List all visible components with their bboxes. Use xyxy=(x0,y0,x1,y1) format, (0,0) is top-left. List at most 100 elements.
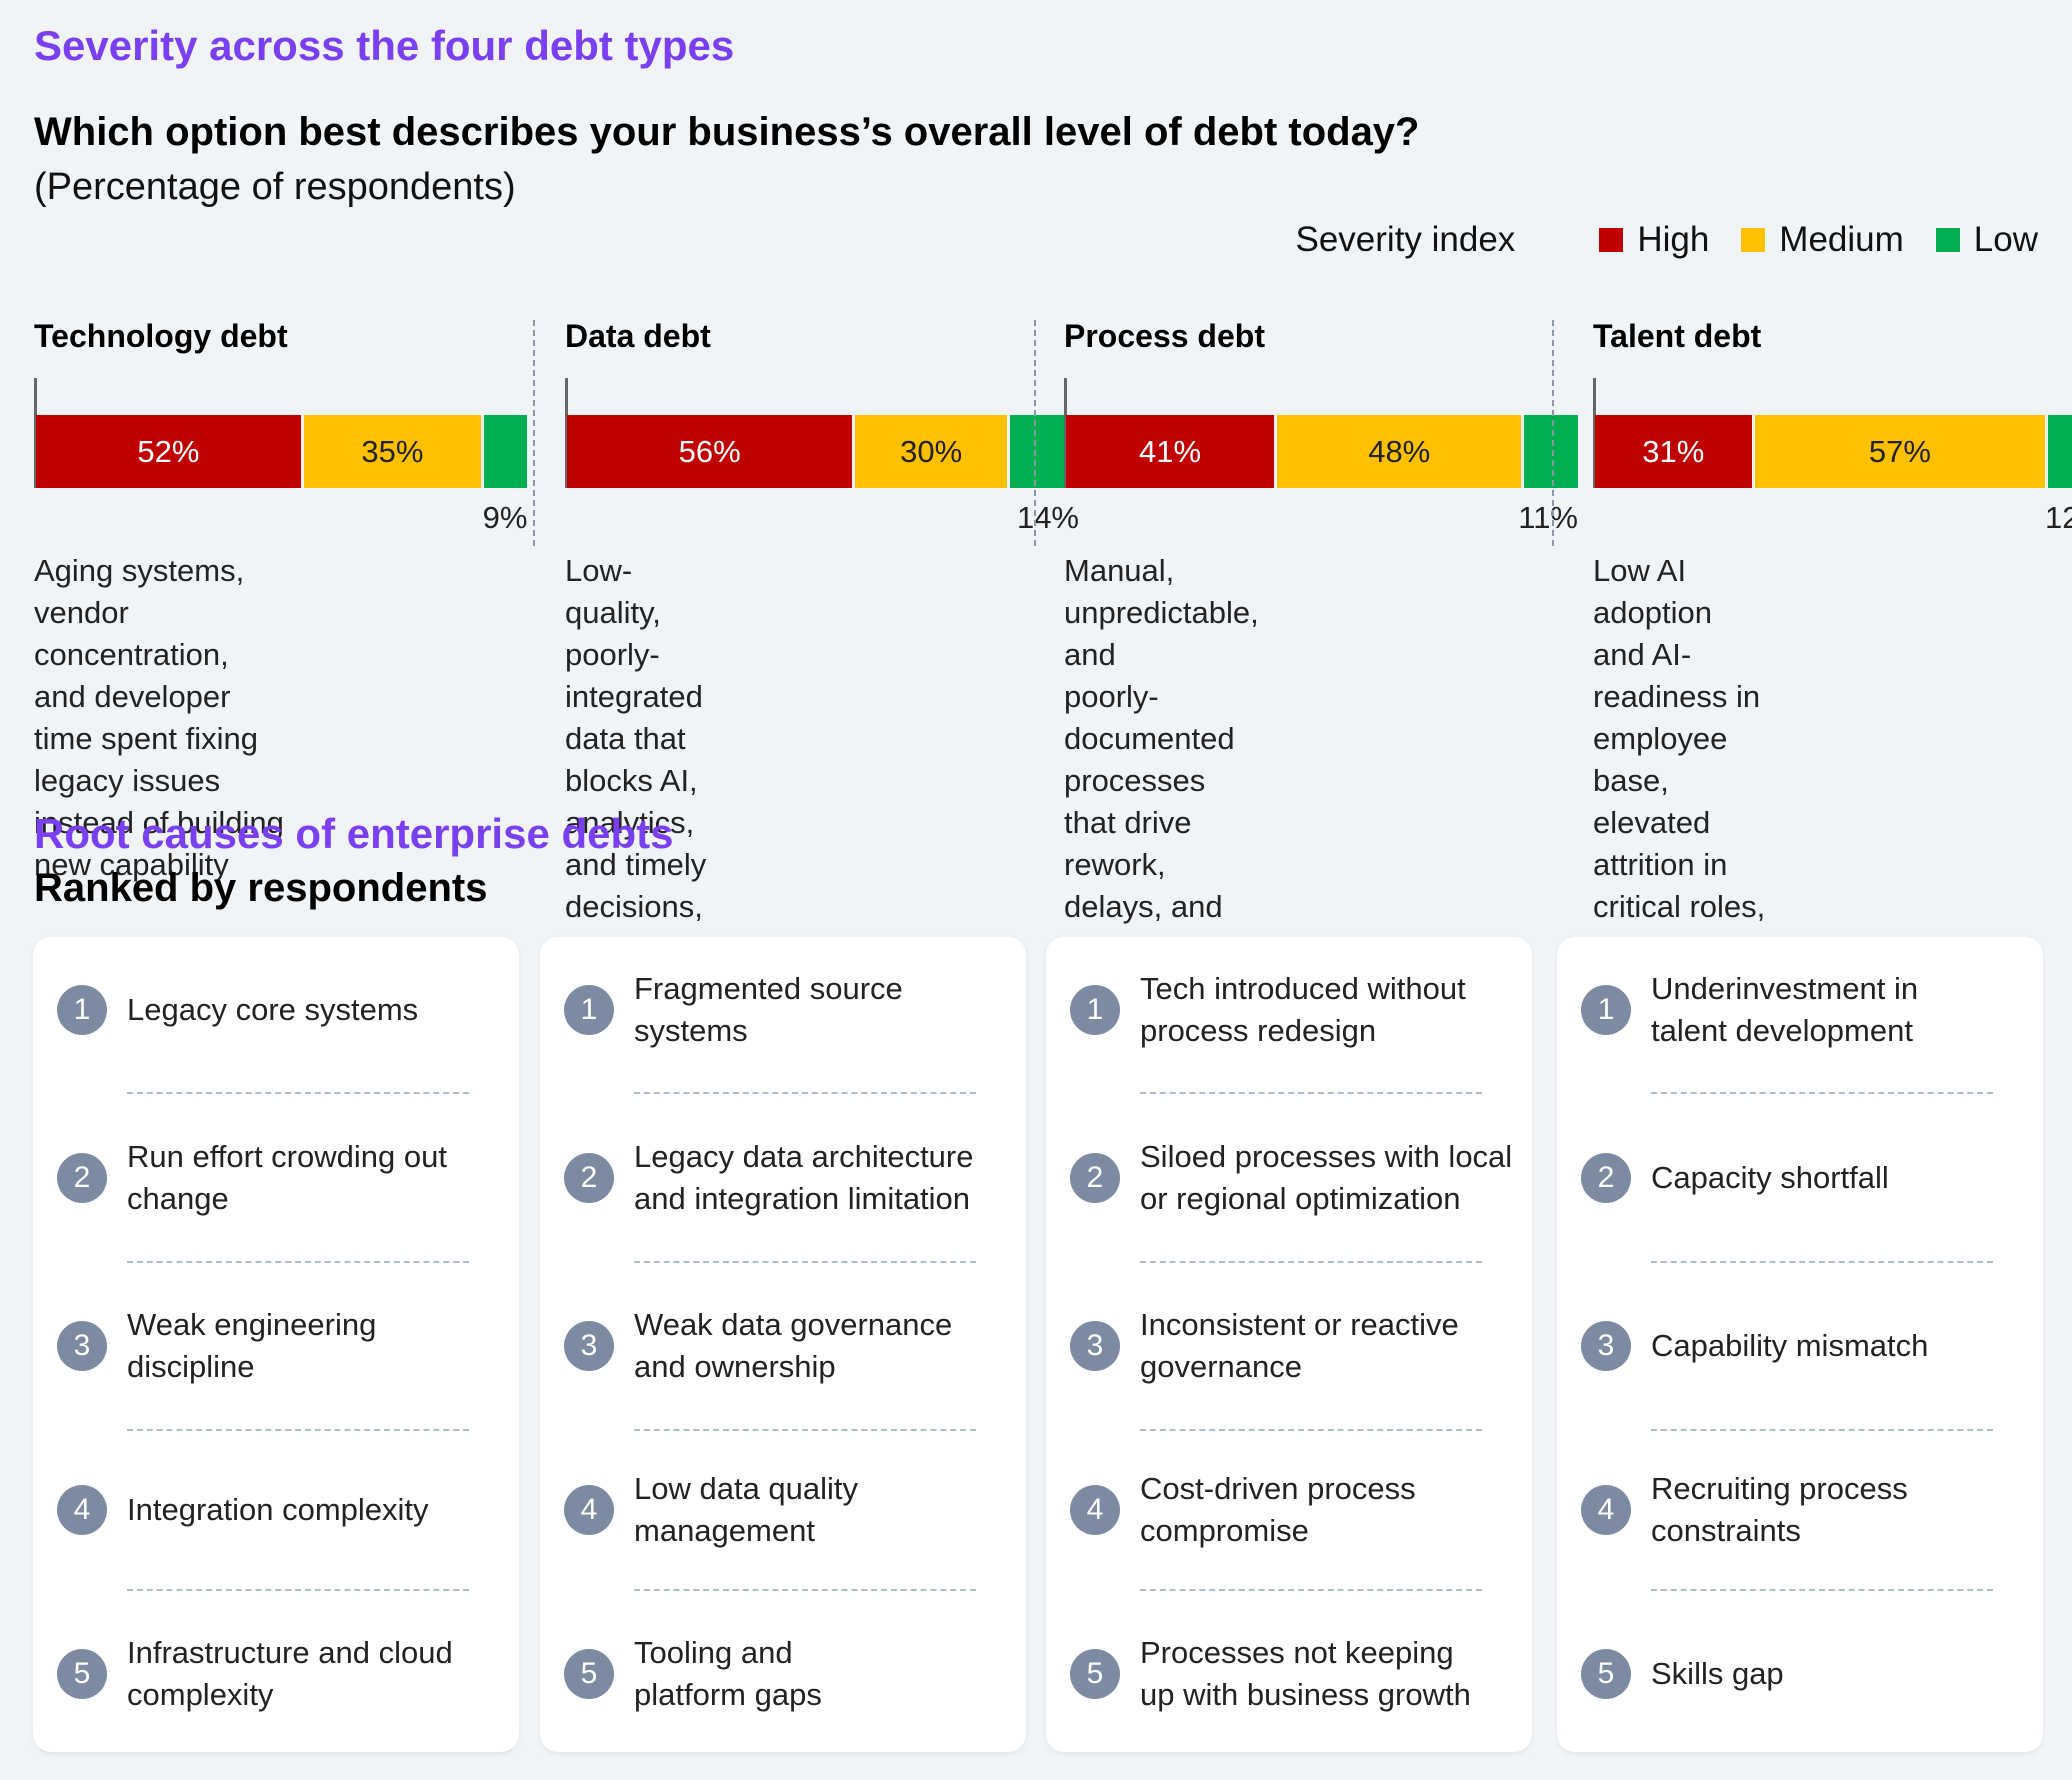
ranked-item: 5 Tooling and platform gaps xyxy=(564,1635,1016,1712)
rank-badge: 5 xyxy=(1581,1649,1631,1699)
item-separator xyxy=(634,1092,976,1094)
ranked-item: 4 Recruiting process constraints xyxy=(1581,1471,2033,1548)
legend-item-high: High xyxy=(1599,220,1709,260)
bar-segment-high: 56% xyxy=(567,415,853,488)
ranked-item-line: Underinvestment in xyxy=(1651,971,1919,1006)
ranked-item-line: Weak data governance xyxy=(634,1307,953,1342)
ranked-item-line: and integration limitation xyxy=(634,1181,971,1216)
item-separator xyxy=(634,1429,976,1431)
description-line: readiness in employee base, xyxy=(1593,679,1761,798)
item-separator xyxy=(127,1261,469,1263)
ranked-item-line: up with business growth xyxy=(1140,1677,1471,1712)
ranked-item: 2 Capacity shortfall xyxy=(1581,1148,2033,1208)
item-separator xyxy=(1651,1589,1993,1591)
legend-swatch-medium xyxy=(1741,228,1766,252)
legend-item-low: Low xyxy=(1935,220,2038,260)
root-cause-card: 1 Underinvestment in talent development 2 Ca… xyxy=(1557,937,2043,1752)
rank-badge: 3 xyxy=(1070,1321,1120,1371)
ranked-item: 4 Integration complexity xyxy=(57,1480,509,1540)
ranked-item-line: Siloed processes with local xyxy=(1140,1139,1513,1174)
debt-panel: Talent debt 31%57% 12% Low AI adoption and … xyxy=(1593,318,2072,1176)
ranked-item-text: Cost-driven process compromise xyxy=(1140,1468,1416,1552)
rank-badge: 2 xyxy=(564,1153,614,1203)
debt-description: Aging systems, vendor concentration, and … xyxy=(34,550,288,886)
ranked-item-line: Processes not keeping xyxy=(1140,1635,1454,1670)
ranked-item-text: Weak data governance and ownership xyxy=(634,1304,952,1388)
item-separator xyxy=(1140,1429,1482,1431)
bar-segment-low xyxy=(484,415,528,488)
ranked-item-line: process redesign xyxy=(1140,1013,1377,1048)
bar-segment-medium: 57% xyxy=(1754,415,2046,488)
rank-badge: 5 xyxy=(57,1649,107,1699)
item-separator xyxy=(1140,1092,1482,1094)
ranked-item-line: Cost-driven process xyxy=(1140,1471,1416,1506)
item-separator xyxy=(127,1589,469,1591)
rank-badge: 1 xyxy=(1581,985,1631,1035)
legend: Severity index High Medium Low xyxy=(1295,220,2038,260)
survey-question: Which option best describes your busines… xyxy=(34,110,1420,154)
ranked-item-line: systems xyxy=(634,1013,748,1048)
ranked-item: 1 Tech introduced without process redesign xyxy=(1070,971,1522,1048)
description-line: data that blocks AI, analytics, xyxy=(565,721,698,840)
item-separator xyxy=(1651,1092,1993,1094)
ranked-item: 2 Run effort crowding out change xyxy=(57,1139,509,1216)
legend-item-medium: Medium xyxy=(1741,220,1904,260)
description-line: concentration, and developer xyxy=(34,637,231,714)
bar-segment-high: 31% xyxy=(1595,415,1752,488)
ranked-item-text: Infrastructure and cloud complexity xyxy=(127,1632,453,1716)
description-line: that drive rework, delays, and xyxy=(1064,805,1223,924)
ranked-item-text: Processes not keeping up with business gr… xyxy=(1140,1632,1471,1716)
ranked-item-line: platform gaps xyxy=(634,1677,822,1712)
rank-badge: 2 xyxy=(1070,1153,1120,1203)
ranked-item-text: Legacy data architecture and integration … xyxy=(634,1136,974,1220)
legend-title: Severity index xyxy=(1295,220,1516,259)
ranked-item: 5 Skills gap xyxy=(1581,1644,2033,1704)
bar-segment-medium: 35% xyxy=(303,415,482,488)
ranked-item-text: Tech introduced without process redesign xyxy=(1140,968,1466,1052)
bar-label-low: 11% xyxy=(1518,500,1578,535)
bar-segment-medium: 30% xyxy=(855,415,1007,488)
debt-panel: Data debt 56% 30% 14% Low-quality, poorly-in… xyxy=(565,318,1079,1092)
bar-segment-low xyxy=(1524,415,1578,488)
ranked-item-text: Siloed processes with local or regional o… xyxy=(1140,1136,1512,1220)
ranked-item-line: Skills gap xyxy=(1651,1656,1784,1691)
debt-name: Technology debt xyxy=(34,318,288,354)
debt-panel: Technology debt 52% 35% 9% Aging systems, ve… xyxy=(34,318,528,882)
ranked-item: 1 Fragmented source systems xyxy=(564,971,1016,1048)
root-cause-card: 1 Tech introduced without process redesign… xyxy=(1046,937,1532,1752)
bar-segment-high: 52% xyxy=(36,415,301,488)
item-separator xyxy=(1651,1429,1993,1431)
bar-label-low: 12% xyxy=(2044,500,2072,535)
rank-badge: 2 xyxy=(1581,1153,1631,1203)
bar-segment-low xyxy=(2048,415,2072,488)
ranked-item-text: Inconsistent or reactive governance xyxy=(1140,1304,1459,1388)
rank-badge: 4 xyxy=(1581,1485,1631,1535)
description-line: instead of building new capability xyxy=(34,805,284,882)
ranked-item-line: Inconsistent or reactive xyxy=(1140,1307,1459,1342)
ranked-item: 3 Inconsistent or reactive governance xyxy=(1070,1307,1522,1384)
section-title-root-causes: Root causes of enterprise debts xyxy=(34,810,674,857)
ranked-item: 3 Capability mismatch xyxy=(1581,1316,2033,1376)
legend-label-high: High xyxy=(1637,220,1710,259)
ranked-item: 4 Low data quality management xyxy=(564,1471,1016,1548)
rank-badge: 4 xyxy=(1070,1485,1120,1535)
ranked-item: 3 Weak engineering discipline xyxy=(57,1307,509,1384)
description-line: time spent fixing legacy issues xyxy=(34,721,258,798)
ranked-item-line: Legacy core systems xyxy=(127,992,419,1027)
rank-badge: 2 xyxy=(57,1153,107,1203)
rank-badge: 4 xyxy=(564,1485,614,1535)
ranked-item: 4 Cost-driven process compromise xyxy=(1070,1471,1522,1548)
ranked-item-text: Low data quality management xyxy=(634,1468,858,1552)
ranked-item: 3 Weak data governance and ownership xyxy=(564,1307,1016,1384)
root-causes-subtitle: Ranked by respondents xyxy=(34,866,488,910)
ranked-item-line: Recruiting process xyxy=(1651,1471,1908,1506)
rank-badge: 5 xyxy=(564,1649,614,1699)
rank-badge: 1 xyxy=(57,985,107,1035)
ranked-item-line: and ownership xyxy=(634,1349,836,1384)
root-cause-card: 1 Fragmented source systems 2 Legacy data ar… xyxy=(540,937,1026,1752)
description-line: poorly-documented processes xyxy=(1064,679,1235,798)
description-line: Low AI adoption and AI- xyxy=(1593,553,1712,672)
bar-baseline xyxy=(1064,378,1067,488)
item-separator xyxy=(1140,1261,1482,1263)
ranked-item: 5 Infrastructure and cloud complexity xyxy=(57,1635,509,1712)
